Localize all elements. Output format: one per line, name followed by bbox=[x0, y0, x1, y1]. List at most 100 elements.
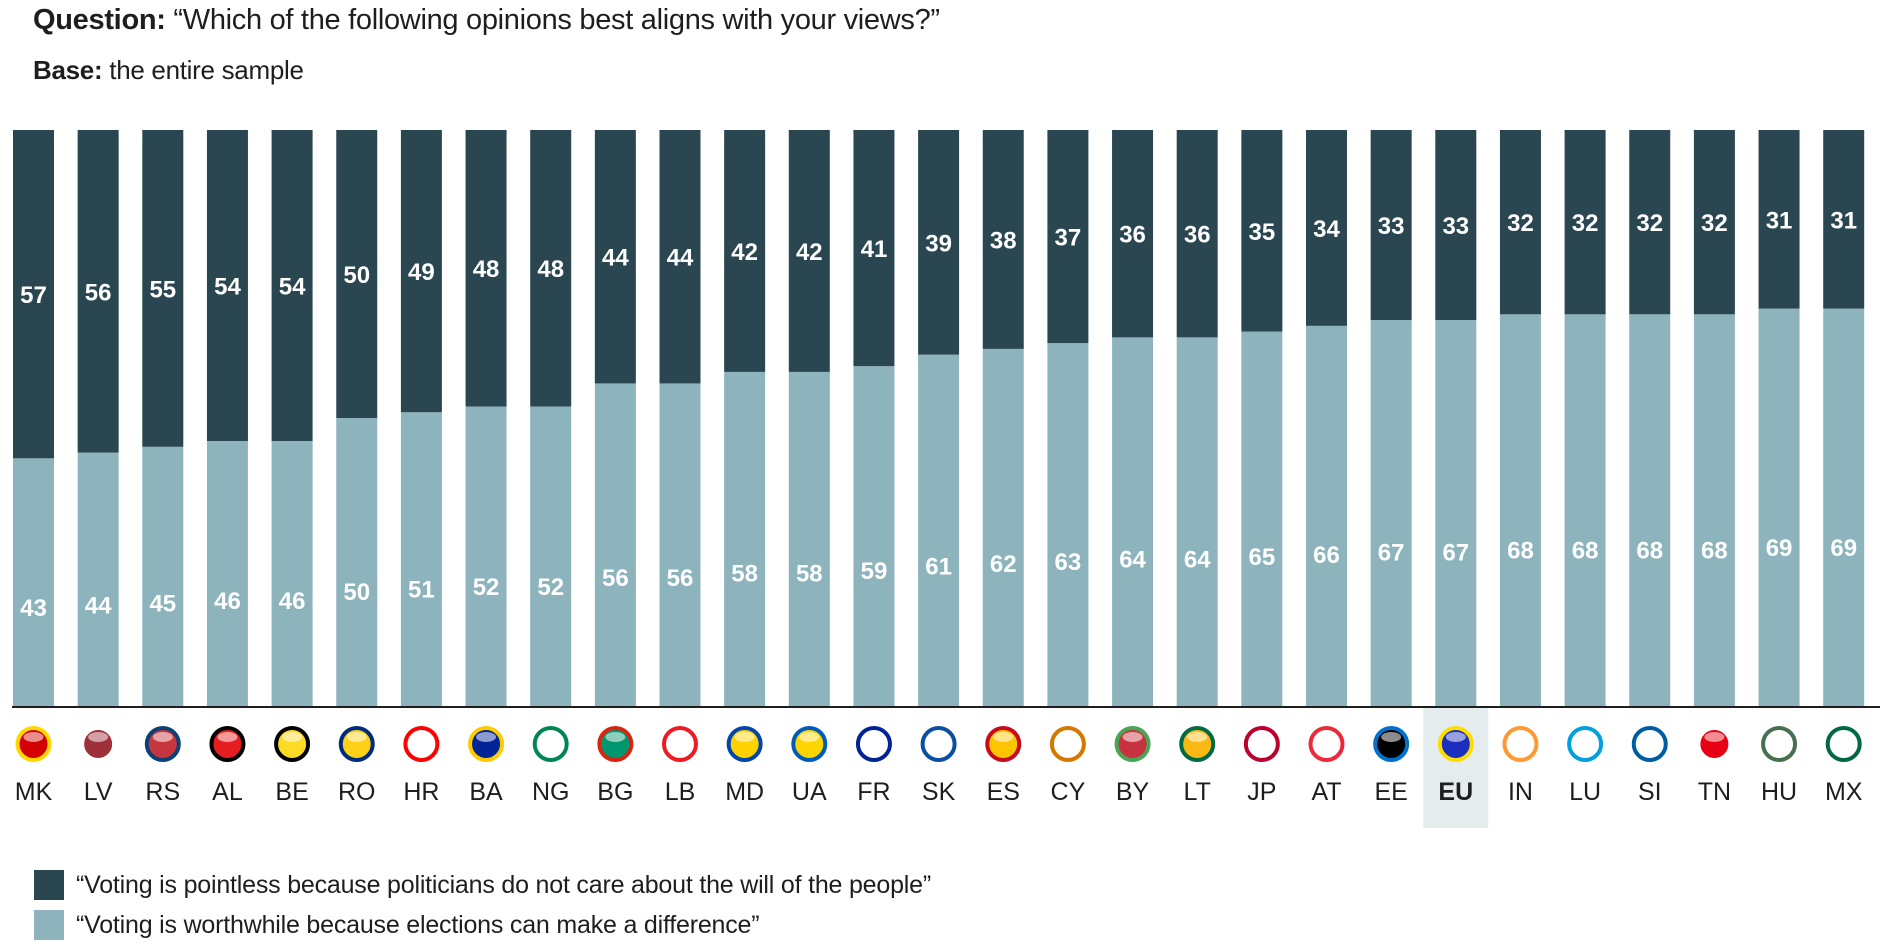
bar-worthwhile-lv bbox=[77, 452, 119, 706]
label-pointless-bg: 44 bbox=[602, 245, 629, 272]
category-label-at: AT bbox=[1311, 778, 1341, 806]
flag-shine bbox=[863, 732, 884, 742]
label-worthwhile-jp: 65 bbox=[1248, 544, 1275, 571]
bar-pointless-be bbox=[271, 130, 313, 442]
bar-pointless-lu bbox=[1564, 130, 1606, 315]
label-pointless-sk: 39 bbox=[925, 230, 952, 257]
bar-pointless-lv bbox=[77, 130, 119, 453]
label-pointless-al: 54 bbox=[214, 274, 241, 301]
bar-pointless-sk bbox=[918, 130, 960, 355]
bar-pointless-es bbox=[982, 130, 1024, 349]
label-pointless-md: 42 bbox=[731, 239, 758, 266]
question-label: Question: bbox=[33, 4, 166, 36]
bar-worthwhile-si bbox=[1629, 314, 1671, 706]
category-label-tn: TN bbox=[1698, 778, 1731, 806]
flag-shine bbox=[1510, 732, 1531, 742]
label-pointless-lb: 44 bbox=[667, 245, 694, 272]
flag-shine bbox=[734, 732, 755, 742]
stacked-bar-chart: 57 43 MK 56 44 LV 55 45 RS 54 46 AL 54 46 BE 50 50 RO 49 51… bbox=[12, 130, 1880, 828]
label-worthwhile-ee: 67 bbox=[1378, 540, 1405, 567]
label-worthwhile-si: 68 bbox=[1636, 537, 1663, 564]
label-pointless-lv: 56 bbox=[85, 279, 112, 306]
label-pointless-ba: 48 bbox=[473, 256, 500, 283]
flag-shine bbox=[88, 732, 109, 742]
label-pointless-ua: 42 bbox=[796, 239, 823, 266]
category-label-md: MD bbox=[725, 778, 764, 806]
question-text: “Which of the following opinions best al… bbox=[173, 4, 940, 36]
category-label-lv: LV bbox=[84, 778, 113, 806]
category-label-jp: JP bbox=[1247, 778, 1276, 806]
label-pointless-lt: 36 bbox=[1184, 222, 1211, 249]
label-pointless-in: 32 bbox=[1507, 210, 1534, 237]
category-label-mk: MK bbox=[15, 778, 53, 806]
label-pointless-ng: 48 bbox=[537, 256, 564, 283]
flag-shine bbox=[670, 732, 690, 742]
label-worthwhile-mk: 43 bbox=[20, 595, 47, 622]
bar-pointless-jp bbox=[1241, 130, 1283, 332]
flag-shine bbox=[1122, 732, 1143, 742]
label-worthwhile-fr: 59 bbox=[861, 558, 888, 585]
label-pointless-si: 32 bbox=[1636, 210, 1663, 237]
label-pointless-es: 38 bbox=[990, 227, 1017, 254]
label-worthwhile-ua: 58 bbox=[796, 560, 823, 587]
bar-worthwhile-md bbox=[724, 371, 766, 706]
category-label-fr: FR bbox=[857, 778, 890, 806]
category-label-al: AL bbox=[212, 778, 243, 806]
bar-pointless-cy bbox=[1047, 130, 1089, 344]
bar-pointless-lb bbox=[659, 130, 701, 384]
category-label-bg: BG bbox=[597, 778, 633, 806]
label-worthwhile-lv: 44 bbox=[85, 593, 112, 620]
label-worthwhile-by: 64 bbox=[1119, 547, 1146, 574]
bar-pointless-ua bbox=[788, 130, 830, 372]
flag-shine bbox=[928, 732, 949, 742]
label-worthwhile-eu: 67 bbox=[1442, 540, 1469, 567]
label-worthwhile-be: 46 bbox=[279, 588, 306, 615]
label-worthwhile-ng: 52 bbox=[537, 574, 564, 601]
bar-worthwhile-mx bbox=[1823, 308, 1865, 706]
bar-worthwhile-tn bbox=[1693, 314, 1735, 706]
bar-pointless-hu bbox=[1758, 130, 1800, 309]
legend-label-pointless: “Voting is pointless because politicians… bbox=[76, 870, 931, 899]
bar-worthwhile-be bbox=[271, 441, 313, 706]
label-pointless-mk: 57 bbox=[20, 282, 47, 309]
bar-worthwhile-bg bbox=[594, 383, 636, 706]
category-label-ua: UA bbox=[792, 778, 827, 806]
flag-shine bbox=[1057, 732, 1078, 742]
label-pointless-rs: 55 bbox=[149, 276, 176, 303]
bar-pointless-hr bbox=[400, 130, 442, 413]
bar-worthwhile-fr bbox=[853, 366, 895, 706]
category-label-in: IN bbox=[1508, 778, 1533, 806]
bar-pointless-mk bbox=[13, 130, 54, 459]
base-text: the entire sample bbox=[109, 55, 304, 85]
label-pointless-at: 34 bbox=[1313, 216, 1340, 243]
flag-shine bbox=[217, 732, 238, 742]
label-worthwhile-md: 58 bbox=[731, 560, 758, 587]
category-label-hu: HU bbox=[1761, 778, 1797, 806]
label-pointless-fr: 41 bbox=[861, 236, 888, 263]
bar-worthwhile-ua bbox=[788, 371, 830, 706]
bar-pointless-bg bbox=[594, 130, 636, 384]
flag-shine bbox=[476, 732, 497, 742]
flag-shine bbox=[1639, 732, 1660, 742]
category-label-ng: NG bbox=[532, 778, 570, 806]
bar-worthwhile-hu bbox=[1758, 308, 1800, 706]
label-worthwhile-mx: 69 bbox=[1830, 535, 1857, 562]
bar-worthwhile-in bbox=[1499, 314, 1541, 706]
label-pointless-be: 54 bbox=[279, 274, 306, 301]
flag-shine bbox=[993, 732, 1014, 742]
category-label-lt: LT bbox=[1184, 778, 1211, 806]
label-pointless-ro: 50 bbox=[343, 262, 370, 289]
label-worthwhile-ba: 52 bbox=[473, 574, 500, 601]
bar-pointless-al bbox=[206, 130, 248, 442]
base-note: Base: the entire sample bbox=[33, 55, 304, 86]
flag-shine bbox=[1316, 732, 1337, 742]
bar-worthwhile-cy bbox=[1047, 343, 1089, 706]
bar-worthwhile-lu bbox=[1564, 314, 1606, 706]
category-label-ba: BA bbox=[469, 778, 503, 806]
flag-shine bbox=[540, 732, 561, 742]
bar-worthwhile-at bbox=[1306, 325, 1347, 706]
flag-shine bbox=[1833, 732, 1854, 742]
bar-pointless-at bbox=[1306, 130, 1347, 326]
label-worthwhile-hr: 51 bbox=[408, 576, 435, 603]
bar-pointless-ro bbox=[336, 130, 378, 418]
